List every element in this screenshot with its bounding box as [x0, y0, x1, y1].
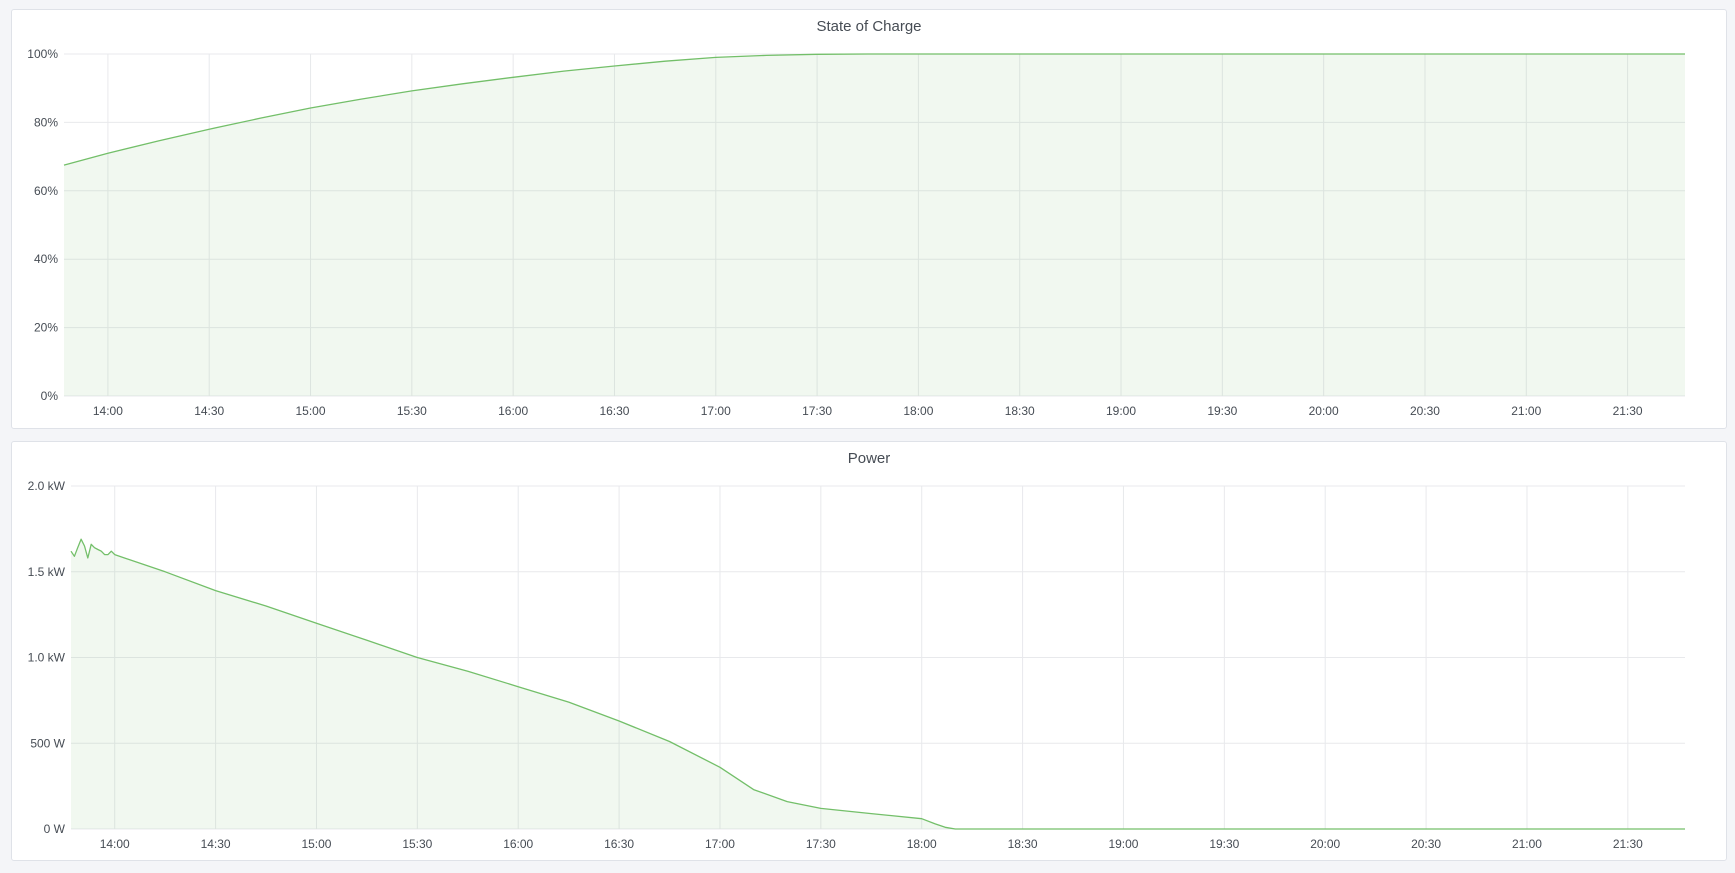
- y-tick-label: 20%: [34, 321, 58, 335]
- x-tick-label: 15:30: [397, 404, 427, 418]
- x-tick-label: 20:00: [1310, 837, 1340, 851]
- x-tick-label: 14:30: [194, 404, 224, 418]
- x-tick-label: 18:00: [907, 837, 937, 851]
- x-tick-label: 18:00: [903, 404, 933, 418]
- series-area: [71, 539, 1685, 829]
- x-tick-label: 16:30: [604, 837, 634, 851]
- x-tick-label: 16:00: [503, 837, 533, 851]
- y-tick-label: 0 W: [44, 822, 66, 836]
- x-tick-label: 14:00: [100, 837, 130, 851]
- x-tick-label: 19:30: [1209, 837, 1239, 851]
- y-tick-label: 100%: [27, 47, 58, 61]
- x-tick-label: 21:00: [1512, 837, 1542, 851]
- y-tick-label: 1.0 kW: [28, 651, 66, 665]
- x-tick-label: 19:00: [1108, 837, 1138, 851]
- state-of-charge-chart: 0% 20% 40% 60% 80% 100% 14:00 14:30 15:00 15:30 16…: [27, 47, 1685, 418]
- x-tick-label: 17:30: [802, 404, 832, 418]
- x-tick-label: 21:00: [1511, 404, 1541, 418]
- power-panel: Power 0 W 500 W 1.0 kW 1.5 kW 2.0 kW 14:00 14:…: [11, 441, 1727, 861]
- chart-title: Power: [847, 450, 891, 467]
- x-tick-label: 20:30: [1410, 404, 1440, 418]
- chart-title: State of Charge: [816, 18, 922, 35]
- x-tick-label: 15:00: [301, 837, 331, 851]
- series-area: [64, 54, 1685, 396]
- x-tick-label: 15:30: [402, 837, 432, 851]
- x-tick-label: 17:30: [806, 837, 836, 851]
- y-tick-label: 60%: [34, 184, 58, 198]
- series-line: [70, 538, 1685, 830]
- x-tick-label: 19:30: [1207, 404, 1237, 418]
- power-chart: 0 W 500 W 1.0 kW 1.5 kW 2.0 kW 14:00 14:30 15:0…: [28, 479, 1685, 851]
- x-tick-label: 16:30: [599, 404, 629, 418]
- y-tick-label: 1.5 kW: [28, 565, 66, 579]
- series-line: [63, 53, 1685, 166]
- y-tick-label: 80%: [34, 115, 58, 129]
- x-tick-label: 21:30: [1613, 404, 1643, 418]
- x-tick-label: 14:30: [201, 837, 231, 851]
- y-tick-label: 2.0 kW: [28, 479, 66, 493]
- x-tick-label: 16:00: [498, 404, 528, 418]
- x-tick-label: 17:00: [701, 404, 731, 418]
- y-tick-label: 500 W: [30, 736, 65, 750]
- y-tick-label: 40%: [34, 252, 58, 266]
- x-tick-label: 18:30: [1008, 837, 1038, 851]
- state-of-charge-panel: State of Charge 0% 20% 40% 60% 80% 100% 14:00 1…: [11, 9, 1727, 429]
- y-tick-label: 0%: [41, 389, 59, 403]
- x-tick-label: 14:00: [93, 404, 123, 418]
- x-tick-label: 20:30: [1411, 837, 1441, 851]
- x-tick-label: 15:00: [296, 404, 326, 418]
- x-tick-label: 21:30: [1613, 837, 1643, 851]
- x-tick-label: 18:30: [1005, 404, 1035, 418]
- x-tick-label: 20:00: [1309, 404, 1339, 418]
- x-tick-label: 19:00: [1106, 404, 1136, 418]
- x-tick-label: 17:00: [705, 837, 735, 851]
